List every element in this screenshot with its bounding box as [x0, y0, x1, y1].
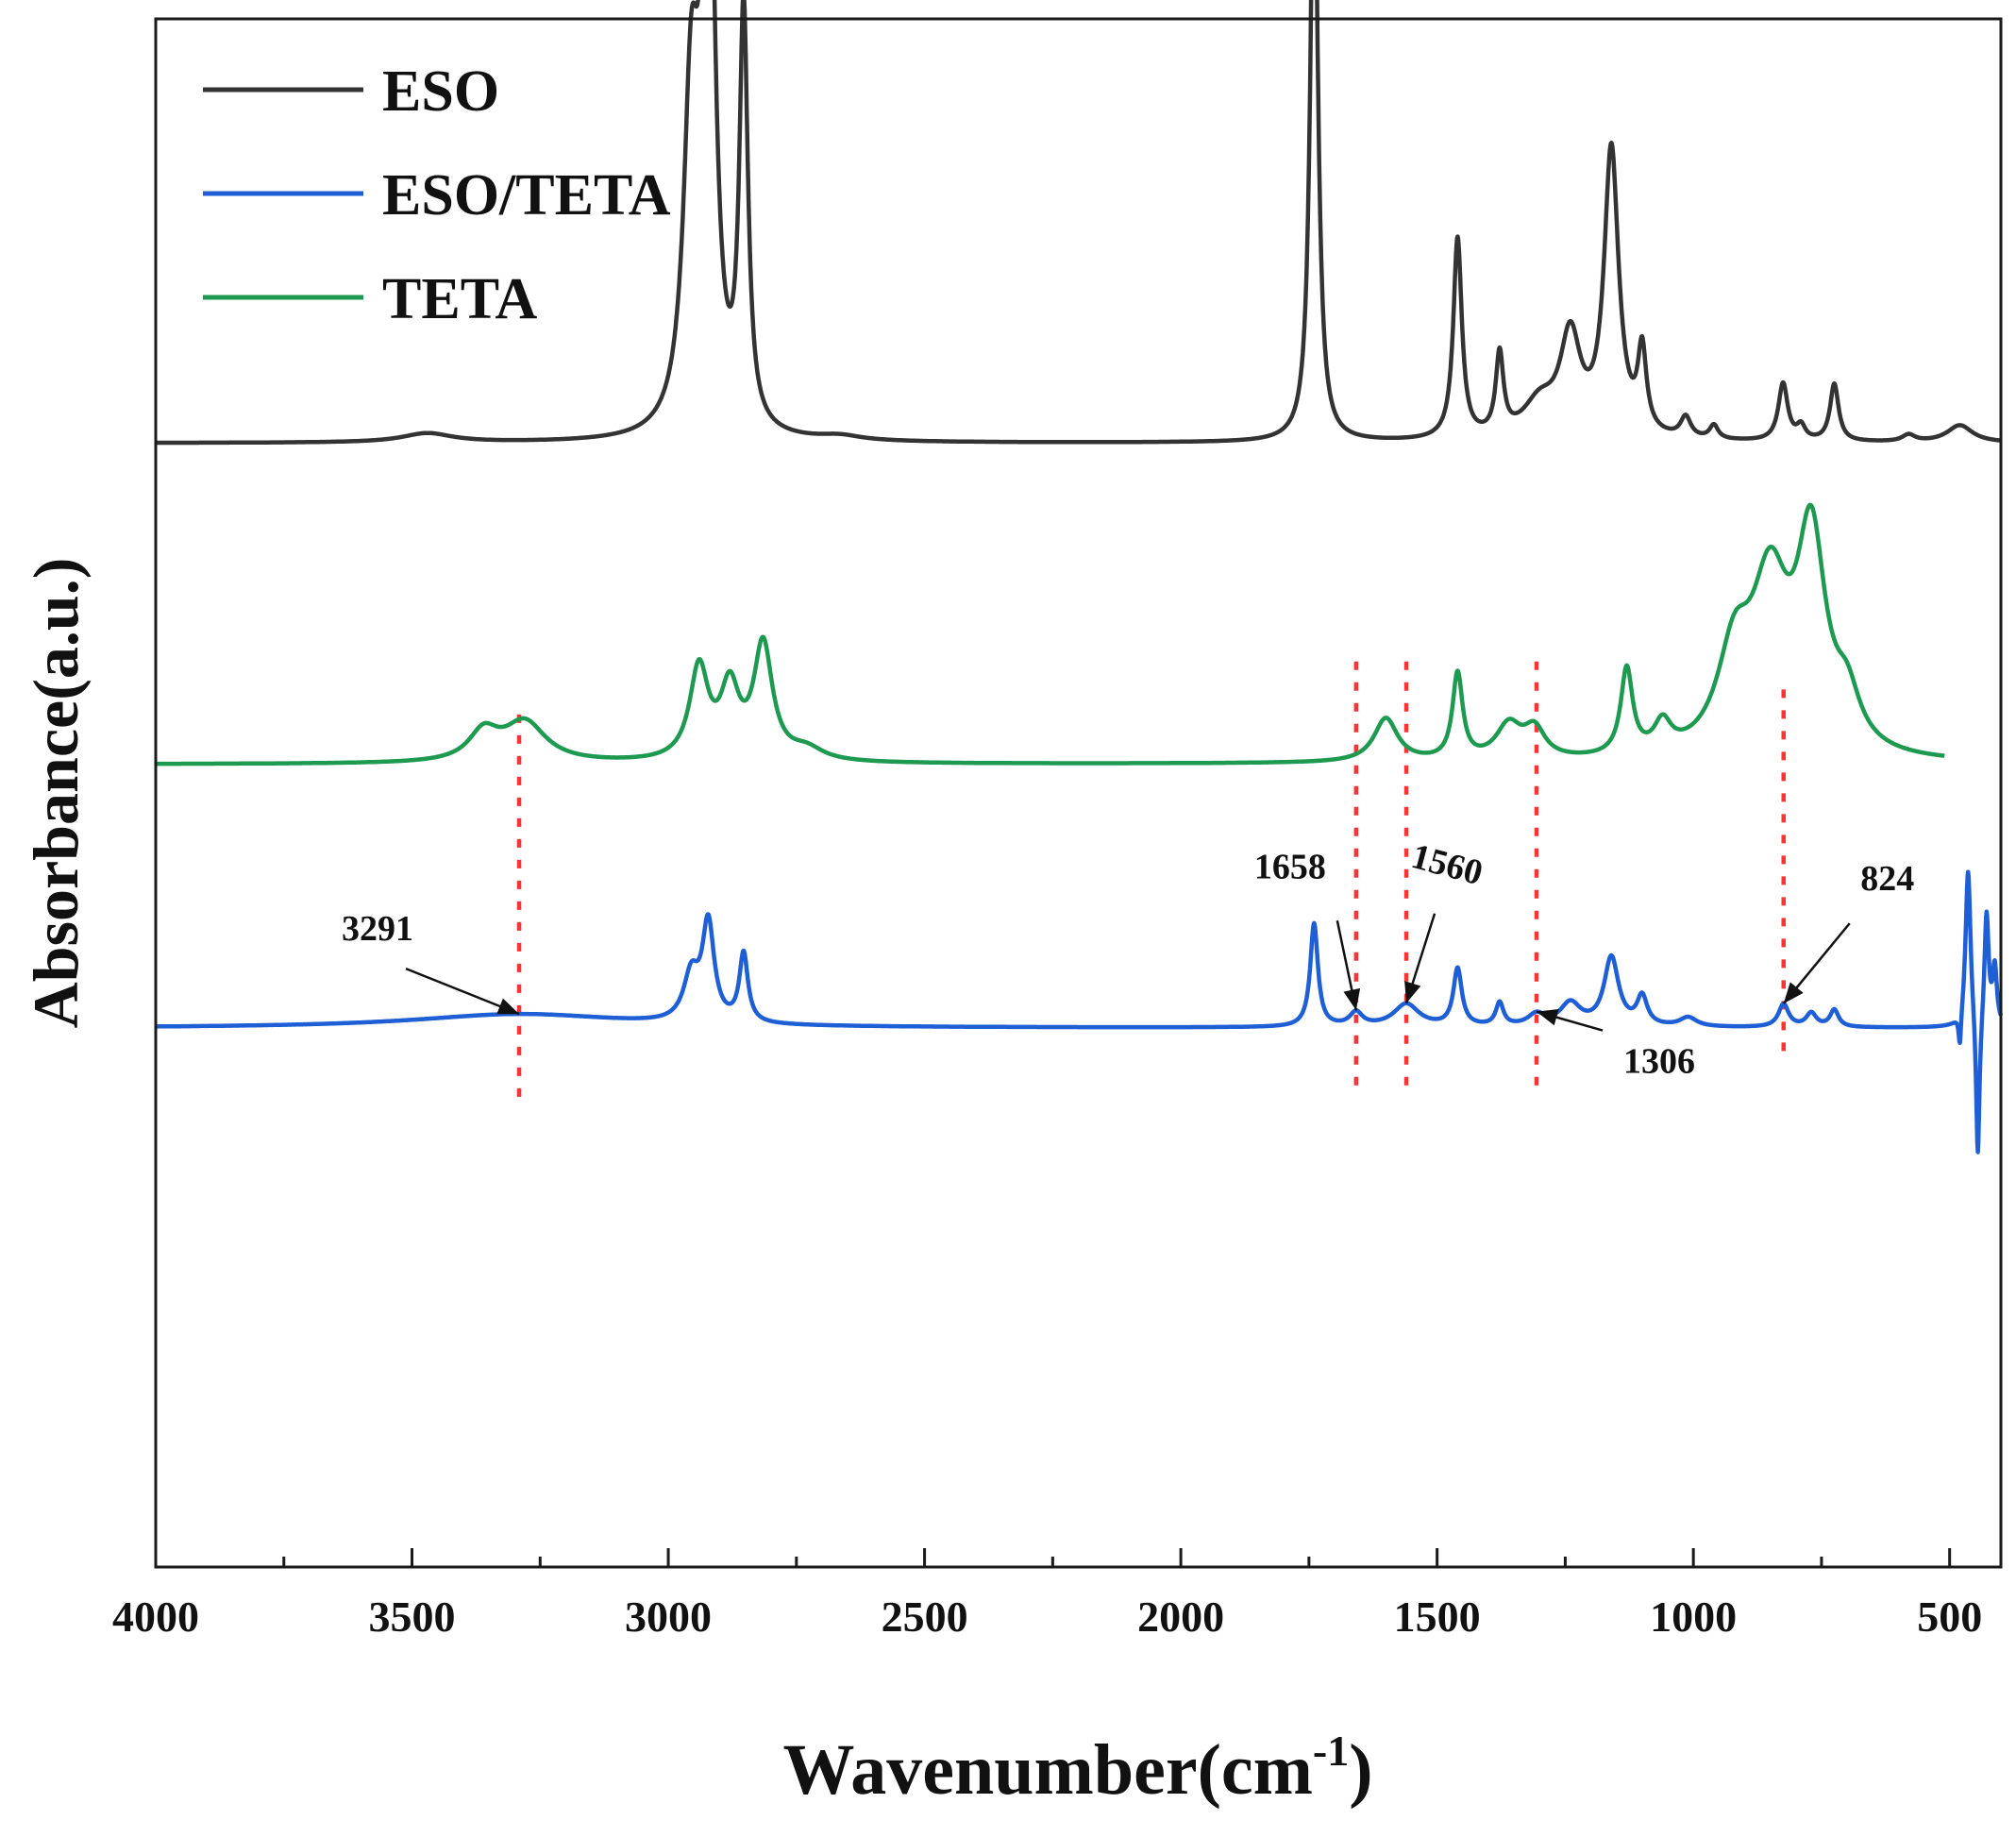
y-axis-title: Absorbance(a.u.)	[20, 558, 92, 1029]
annotation-label: 1306	[1623, 1042, 1695, 1082]
annotation-arrowhead	[1536, 1009, 1559, 1026]
annotation-arrowhead	[496, 998, 520, 1015]
annotation-arrowhead	[1404, 981, 1421, 1003]
annotation-arrowhead	[1343, 987, 1361, 1011]
x-axis-unit: (cm	[1198, 1730, 1313, 1810]
series-group	[154, 0, 2004, 1154]
x-tick-label: 3500	[369, 1593, 456, 1641]
annotation-label: 824	[1860, 859, 1914, 899]
x-tick-label: 1500	[1394, 1593, 1481, 1641]
x-axis-title: Wavenumber(cm-1)	[782, 1727, 1372, 1810]
x-tick-label: 3000	[625, 1593, 712, 1641]
x-tick-label: 500	[1917, 1593, 1982, 1641]
legend-label: TETA	[382, 267, 537, 331]
x-axis-label: Wavenumber	[782, 1730, 1197, 1810]
x-tick-label: 1000	[1650, 1593, 1737, 1641]
annotation-label: 3291	[342, 909, 413, 949]
x-ticks: 4000 3500 3000 2500 2000 1500 1000 500	[112, 1548, 1982, 1641]
reference-lines	[516, 649, 1786, 1097]
legend: ESO ESO/TETA TETA	[203, 59, 671, 331]
legend-label: ESO	[382, 59, 499, 124]
annotation-label: 1658	[1254, 847, 1326, 886]
eso-curve	[154, 0, 2003, 446]
annotation-arrowhead	[1783, 982, 1804, 1004]
x-axis-unit-close: )	[1349, 1730, 1372, 1810]
plot-frame	[154, 17, 2003, 1569]
teta-curve	[154, 502, 1946, 767]
x-tick-label: 2000	[1137, 1593, 1224, 1641]
legend-label: ESO/TETA	[382, 163, 671, 228]
eso-teta-curve	[154, 869, 2004, 1154]
annotation-label: 1560	[1407, 836, 1487, 893]
x-axis-unit-sup: -1	[1313, 1727, 1349, 1775]
x-tick-label: 4000	[112, 1593, 199, 1641]
annotations: 3291 1658 1560 1306 824	[342, 836, 1914, 1082]
x-tick-label: 2500	[882, 1593, 968, 1641]
